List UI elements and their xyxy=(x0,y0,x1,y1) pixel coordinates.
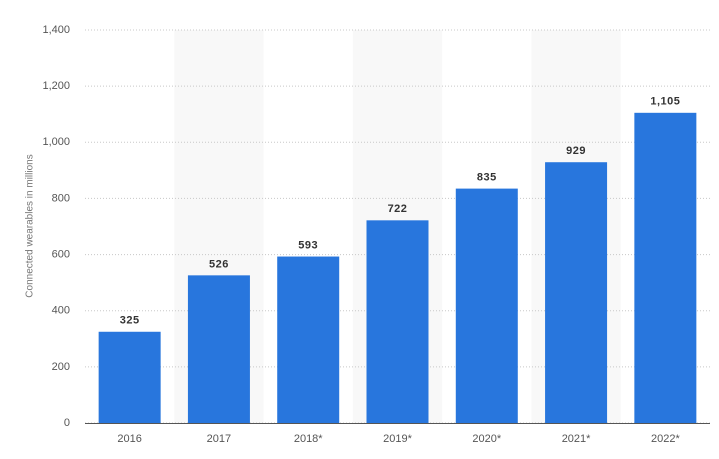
y-tick-label: 0 xyxy=(64,417,70,429)
value-label: 722 xyxy=(388,203,408,215)
y-tick-label: 600 xyxy=(52,248,70,260)
value-label: 835 xyxy=(477,172,497,184)
bar xyxy=(98,331,161,423)
x-tick-label: 2016 xyxy=(117,433,141,445)
bar xyxy=(277,256,340,423)
y-tick-label: 1,200 xyxy=(42,80,70,92)
x-tick-label: 2017 xyxy=(207,433,231,445)
x-tick-label: 2018* xyxy=(294,433,323,445)
bar xyxy=(455,188,518,423)
value-label: 526 xyxy=(209,258,229,270)
y-tick-label: 1,400 xyxy=(42,24,70,36)
y-tick-label: 1,000 xyxy=(42,136,70,148)
value-label: 929 xyxy=(566,145,586,157)
y-tick-label: 200 xyxy=(52,361,70,373)
x-tick-label: 2020* xyxy=(472,433,501,445)
x-tick-label: 2019* xyxy=(383,433,412,445)
y-tick-label: 400 xyxy=(52,305,70,317)
x-tick-label: 2021* xyxy=(562,433,591,445)
bar xyxy=(366,220,429,423)
bar xyxy=(187,275,250,423)
y-tick-label: 800 xyxy=(52,192,70,204)
x-tick-label: 2022* xyxy=(651,433,680,445)
y-axis-label: Connected wearables in millions xyxy=(25,154,36,297)
value-label: 325 xyxy=(120,315,140,327)
bar xyxy=(634,112,697,423)
bar xyxy=(545,162,608,423)
value-label: 1,105 xyxy=(650,96,680,108)
value-label: 593 xyxy=(298,239,318,251)
